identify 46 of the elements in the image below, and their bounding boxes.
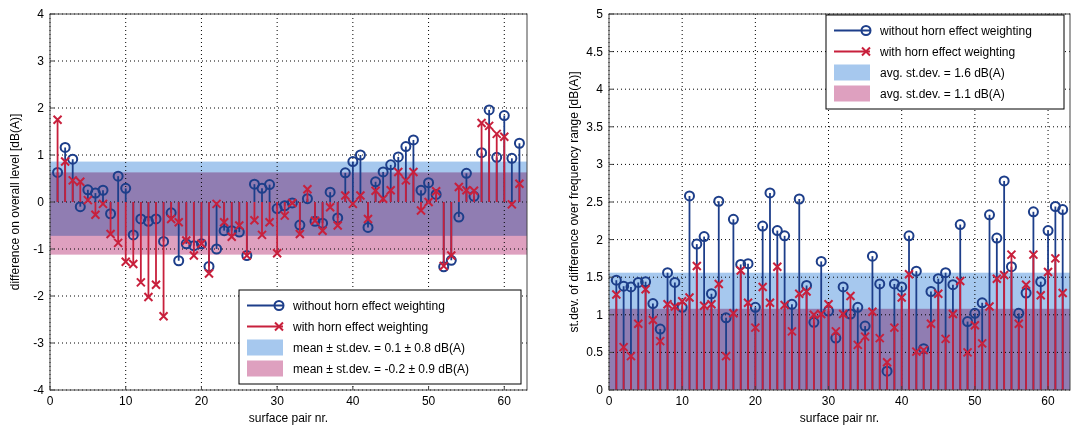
y-tick-label: 2.5 bbox=[586, 195, 604, 209]
legend-label: with horn effect weighting bbox=[292, 319, 429, 334]
y-tick-label: 0 bbox=[37, 195, 45, 209]
y-tick-label: 3.5 bbox=[586, 119, 604, 134]
x-tick-label: 40 bbox=[346, 394, 360, 408]
y-tick-label: 5 bbox=[596, 7, 604, 21]
x-tick-label: 50 bbox=[968, 394, 982, 408]
x-tick-label: 50 bbox=[421, 394, 436, 408]
y-tick-label: 1.5 bbox=[586, 270, 604, 285]
y-tick-label: -3 bbox=[33, 336, 45, 350]
x-tick-label: 10 bbox=[675, 394, 690, 408]
y-tick-label: 3 bbox=[37, 54, 45, 68]
y-axis-title: difference on overall level [dB(A)] bbox=[8, 113, 22, 291]
y-tick-label: 3 bbox=[596, 157, 604, 172]
legend-label: avg. st.dev. = 1.6 dB(A) bbox=[880, 65, 1005, 80]
x-tick-label: 20 bbox=[194, 394, 209, 408]
y-tick-label: 4 bbox=[596, 82, 604, 97]
y-tick-label: 0.5 bbox=[586, 345, 604, 360]
x-tick-label: 60 bbox=[1041, 394, 1056, 408]
y-tick-label: -1 bbox=[33, 242, 45, 256]
y-tick-label: 4.5 bbox=[586, 44, 604, 59]
legend-label: avg. st.dev. = 1.1 dB(A) bbox=[880, 86, 1005, 101]
legend-label: mean ± st.dev. = -0.2 ± 0.9 dB(A) bbox=[293, 361, 470, 376]
y-tick-label: 0 bbox=[596, 383, 604, 397]
x-tick-label: 10 bbox=[119, 394, 133, 408]
legend-label: mean ± st.dev. = 0.1 ± 0.8 dB(A) bbox=[293, 340, 466, 355]
x-tick-label: 30 bbox=[270, 394, 285, 408]
y-tick-label: -4 bbox=[33, 383, 45, 397]
legend-label: without horn effect weighting bbox=[292, 298, 445, 313]
y-tick-label: 1 bbox=[596, 307, 604, 322]
y-tick-label: 2 bbox=[596, 232, 604, 247]
legend-label: with horn effect weighting bbox=[879, 44, 1016, 59]
y-tick-label: 4 bbox=[37, 7, 45, 21]
x-axis-title: surface pair nr. bbox=[248, 411, 329, 425]
x-tick-label: 40 bbox=[895, 394, 909, 408]
y-tick-label: -2 bbox=[33, 289, 45, 303]
x-tick-label: 60 bbox=[497, 394, 512, 408]
x-tick-label: 30 bbox=[821, 394, 836, 408]
x-tick-label: 0 bbox=[46, 394, 54, 408]
legend-label: without horn effect weighting bbox=[879, 23, 1032, 38]
y-tick-label: 2 bbox=[37, 101, 45, 115]
y-axis-title: st.dev. of difference over frequency range [dB(A)] bbox=[567, 71, 581, 333]
x-tick-label: 0 bbox=[605, 394, 613, 408]
x-tick-label: 20 bbox=[748, 394, 763, 408]
x-axis-title: surface pair nr. bbox=[799, 411, 880, 425]
y-tick-label: 1 bbox=[37, 148, 45, 162]
